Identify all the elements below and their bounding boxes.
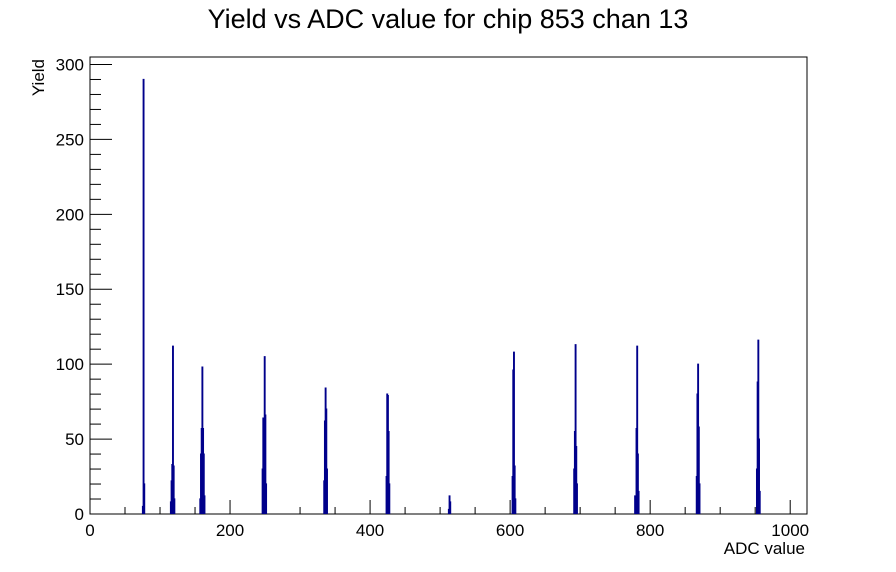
- histogram-bar: [325, 408, 328, 514]
- y-axis-ticks: [90, 63, 112, 515]
- y-tick-label: 300: [56, 55, 84, 74]
- y-tick-label: 100: [56, 355, 84, 374]
- histogram-bar: [172, 345, 174, 514]
- histogram-bar: [388, 483, 391, 514]
- histogram-bars: [141, 78, 761, 514]
- histogram-bar: [265, 483, 268, 514]
- y-tick-label: 150: [56, 280, 84, 299]
- histogram-bar: [757, 339, 760, 514]
- histogram-bar: [758, 438, 760, 514]
- histogram-bar: [513, 465, 516, 514]
- x-axis-ticks: [89, 500, 791, 514]
- histogram-bar: [143, 483, 146, 514]
- histogram-bar: [576, 483, 578, 514]
- histogram-bar: [697, 426, 700, 514]
- histogram-bar: [264, 414, 267, 514]
- histogram-bar: [173, 498, 176, 514]
- histogram-bar: [203, 495, 206, 514]
- histogram-bar: [514, 498, 517, 514]
- x-tick-label: 0: [85, 521, 94, 540]
- x-tick-label: 400: [356, 521, 384, 540]
- histogram-bar: [387, 430, 390, 514]
- x-tick-label: 800: [636, 521, 664, 540]
- y-tick-label: 50: [65, 430, 84, 449]
- histogram-bar: [575, 445, 578, 514]
- x-tick-label: 200: [216, 521, 244, 540]
- histogram-bar: [142, 78, 145, 514]
- y-axis-label: Yield: [29, 59, 48, 96]
- x-axis-tick-labels: 0 200 400 600 800 1000: [85, 521, 809, 540]
- y-tick-label: 250: [56, 130, 84, 149]
- histogram-bar: [449, 501, 452, 514]
- histogram-bar: [637, 490, 640, 514]
- histogram-bar: [172, 465, 175, 514]
- chart-title: Yield vs ADC value for chip 853 chan 13: [208, 4, 689, 34]
- histogram-bar: [698, 483, 701, 514]
- histogram-bar: [326, 468, 328, 514]
- x-tick-label: 600: [496, 521, 524, 540]
- y-tick-label: 0: [75, 505, 84, 524]
- histogram-bar: [202, 453, 205, 514]
- x-axis-label: ADC value: [724, 539, 805, 558]
- histogram-bar: [574, 344, 577, 514]
- y-tick-label: 200: [56, 205, 84, 224]
- histogram-bar: [758, 490, 761, 514]
- y-axis-tick-labels: 0 50 100 150 200 250 300: [56, 55, 84, 524]
- histogram-bar: [636, 453, 639, 514]
- histogram-bar: [636, 345, 639, 514]
- x-tick-label: 1000: [771, 521, 809, 540]
- histogram-bar: [513, 351, 515, 514]
